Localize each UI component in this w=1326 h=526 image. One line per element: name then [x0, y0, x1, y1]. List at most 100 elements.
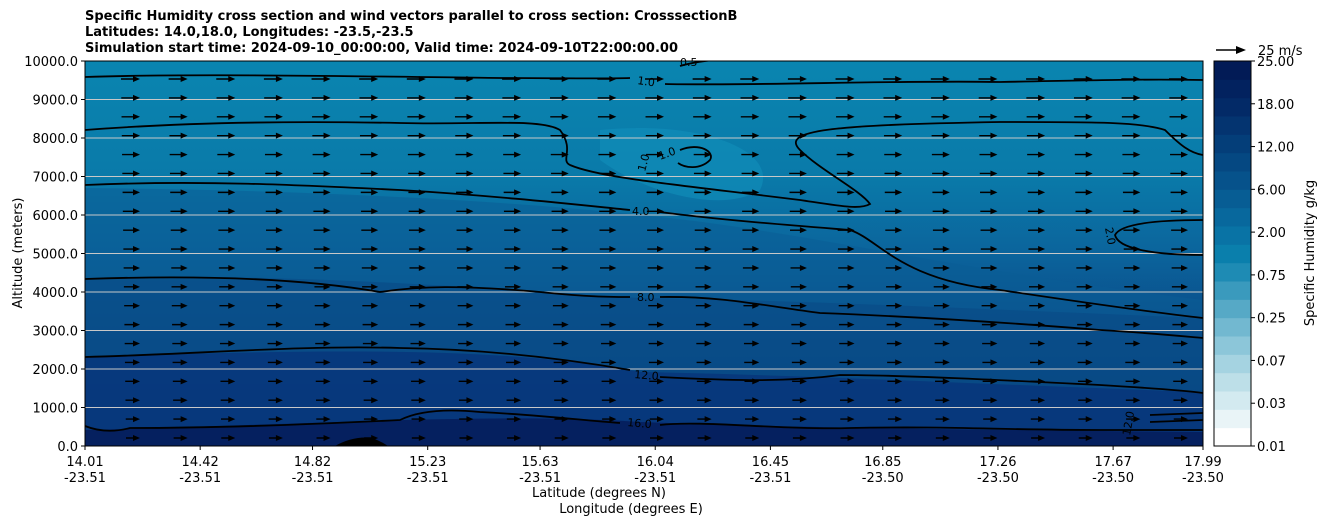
- wind-vector: [456, 189, 474, 196]
- y-tick-label: 9000.0: [33, 94, 79, 109]
- wind-vector: [1077, 340, 1093, 347]
- wind-vector: [693, 132, 712, 139]
- wind-vector: [408, 189, 426, 196]
- wind-vector: [836, 113, 855, 120]
- wind-vector: [455, 170, 474, 177]
- wind-vector: [788, 151, 807, 158]
- wind-vector: [1073, 76, 1093, 82]
- wind-vector: [1170, 208, 1188, 215]
- wind-vector: [647, 227, 664, 234]
- wind-vector: [978, 94, 998, 101]
- wind-vector: [744, 378, 760, 385]
- wind-vector: [314, 283, 331, 290]
- wind-vector: [741, 170, 760, 177]
- wind-vector: [788, 132, 807, 139]
- wind-vector: [1122, 132, 1141, 139]
- wind-vector: [1030, 378, 1046, 385]
- contour-label-12.0-b: 12.0: [1120, 410, 1137, 436]
- wind-vector: [410, 340, 426, 347]
- wind-vector: [216, 76, 236, 82]
- wind-vector: [646, 170, 664, 177]
- wind-vector: [359, 76, 379, 82]
- wind-vector: [1172, 359, 1188, 366]
- wind-vector: [602, 416, 617, 423]
- wind-vector: [601, 397, 617, 404]
- wind-vector: [124, 359, 140, 366]
- wind-vector: [221, 435, 236, 441]
- wind-vector: [884, 151, 903, 158]
- wind-vector: [1026, 113, 1046, 120]
- y-tick-label: 2000.0: [33, 363, 79, 378]
- wind-vector: [789, 208, 807, 215]
- wind-vector: [837, 189, 855, 196]
- wind-vector: [410, 321, 426, 328]
- wind-vector: [981, 264, 998, 271]
- y-tick-label: 5000.0: [33, 248, 79, 263]
- wind-vector: [931, 113, 950, 120]
- wind-vector: [554, 416, 569, 423]
- wind-vector: [888, 435, 903, 441]
- wind-vector: [1028, 283, 1046, 290]
- wind-vector: [693, 113, 712, 120]
- wind-vector: [981, 302, 998, 309]
- wind-vector: [935, 435, 950, 441]
- wind-vector: [1027, 189, 1046, 196]
- wind-vector: [885, 208, 903, 215]
- x-tick-label-lon: -23.51: [749, 471, 791, 486]
- colorbar-segment: [1214, 391, 1251, 410]
- wind-vector: [315, 378, 331, 385]
- wind-vector: [1027, 208, 1046, 215]
- wind-vector: [979, 151, 998, 158]
- wind-vector: [169, 132, 188, 139]
- wind-vector: [1077, 359, 1093, 366]
- wind-vector: [745, 416, 760, 423]
- wind-vector: [932, 170, 950, 177]
- x-tick-label-lon: -23.51: [179, 471, 221, 486]
- wind-vector: [792, 435, 807, 441]
- wind-vector: [171, 302, 188, 309]
- x-tick-label-lat: 15.63: [521, 455, 558, 470]
- wind-vector: [744, 397, 760, 404]
- wind-vector: [218, 246, 236, 253]
- wind-vector: [551, 189, 569, 196]
- wind-vector: [982, 397, 998, 404]
- y-tick-label: 10000.0: [24, 55, 78, 70]
- wind-vector: [1171, 227, 1188, 234]
- wind-vector: [1075, 189, 1093, 196]
- wind-vector: [981, 321, 998, 328]
- wind-vector: [121, 76, 140, 82]
- wind-vector: [360, 170, 379, 177]
- wind-vector: [648, 302, 664, 309]
- wind-vector: [1125, 378, 1141, 385]
- wind-vector: [265, 189, 283, 196]
- wind-vector: [840, 397, 855, 404]
- wind-vector: [360, 151, 379, 158]
- wind-vector: [979, 132, 998, 139]
- wind-vector: [126, 435, 140, 441]
- wind-vector: [1026, 132, 1046, 139]
- wind-vector: [836, 170, 855, 177]
- colorbar-segment: [1214, 207, 1251, 227]
- wind-vector: [217, 151, 236, 158]
- x-tick-label-lon: -23.50: [862, 471, 904, 486]
- wind-vector: [314, 302, 331, 309]
- wind-vector: [312, 151, 331, 158]
- wind-vector: [649, 397, 664, 404]
- wind-vector: [601, 359, 617, 366]
- wind-vector: [550, 132, 569, 139]
- wind-vector: [648, 359, 664, 366]
- wind-vector: [458, 378, 474, 385]
- wind-vector: [792, 378, 807, 385]
- wind-vector: [168, 94, 188, 101]
- wind-vector: [267, 302, 283, 309]
- wind-vector: [552, 283, 569, 290]
- wind-vector: [935, 416, 950, 423]
- wind-vector: [1026, 94, 1046, 101]
- wind-vector: [1173, 397, 1188, 404]
- wind-vector: [551, 227, 569, 234]
- wind-vector: [266, 283, 283, 290]
- colorbar-frame: [1213, 60, 1252, 447]
- wind-vector: [649, 378, 664, 385]
- wind-vector: [122, 208, 140, 215]
- wind-vector: [549, 94, 569, 101]
